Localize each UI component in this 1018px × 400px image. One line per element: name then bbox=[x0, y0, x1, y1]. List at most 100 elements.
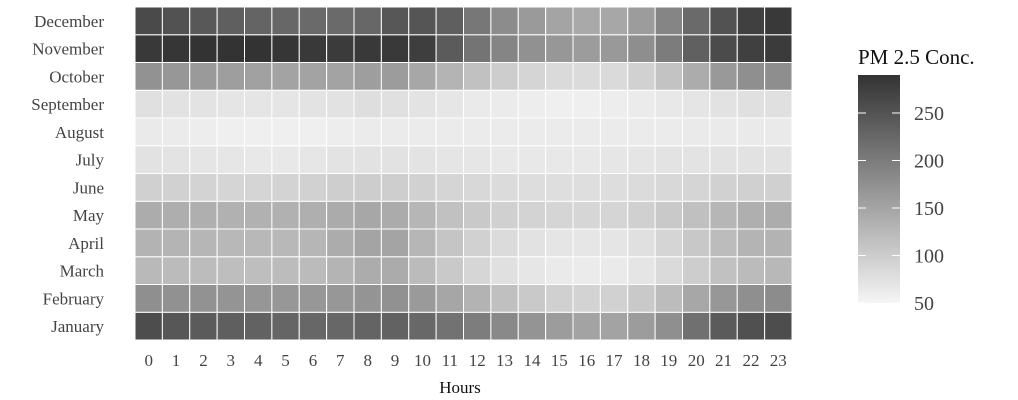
heatmap-cell bbox=[654, 34, 684, 63]
heatmap-cell bbox=[326, 200, 355, 230]
heatmap-cell bbox=[545, 62, 574, 91]
heatmap-cell bbox=[627, 34, 656, 63]
heatmap-cell bbox=[216, 256, 246, 285]
heatmap-cell bbox=[709, 62, 738, 91]
heatmap-cell bbox=[353, 62, 382, 91]
heatmap-cell bbox=[545, 117, 574, 147]
heatmap-cell bbox=[353, 173, 382, 202]
heatmap-cell bbox=[271, 117, 300, 147]
heatmap-cell bbox=[271, 62, 300, 91]
heatmap-cell bbox=[216, 228, 246, 258]
heatmap-cell bbox=[189, 117, 218, 147]
heatmap-cell bbox=[408, 200, 437, 230]
heatmap-cell bbox=[654, 62, 684, 91]
heatmap-cell bbox=[654, 256, 684, 285]
heatmap-cell bbox=[572, 228, 601, 258]
hour-label: 15 bbox=[551, 351, 568, 370]
heatmap-cell bbox=[517, 311, 547, 341]
month-label: July bbox=[76, 151, 105, 170]
heatmap-cell bbox=[271, 173, 300, 202]
hour-label: 23 bbox=[770, 351, 787, 370]
heatmap-cell bbox=[627, 284, 656, 313]
heatmap-cell bbox=[599, 284, 629, 313]
heatmap-cell bbox=[599, 228, 629, 258]
heatmap-cell bbox=[545, 284, 574, 313]
colorbar-gradient bbox=[858, 75, 900, 303]
heatmap-cell bbox=[161, 311, 191, 341]
hour-label: 16 bbox=[578, 351, 595, 370]
heatmap-cell bbox=[682, 311, 711, 341]
colorbar-tick-label: 50 bbox=[914, 293, 934, 315]
heatmap-cell bbox=[709, 256, 738, 285]
heatmap-cell bbox=[736, 228, 766, 258]
month-label: June bbox=[73, 178, 104, 197]
heatmap-cell bbox=[298, 284, 328, 313]
heatmap-cell bbox=[545, 89, 574, 119]
month-label: February bbox=[43, 289, 105, 308]
heatmap-cell bbox=[764, 6, 793, 36]
heatmap-cell bbox=[627, 256, 656, 285]
heatmap-cell bbox=[709, 311, 738, 341]
heatmap-cell bbox=[435, 6, 465, 36]
heatmap-cell bbox=[408, 173, 437, 202]
heatmap-cell bbox=[216, 200, 246, 230]
hour-axis-labels: 0 1 2 3 4 5 6 7 8 9 10 11 12 13 14 15 16 17 18 19 20 21 22 23 bbox=[144, 351, 786, 370]
heatmap-cell bbox=[682, 117, 711, 147]
heatmap-cell bbox=[490, 34, 519, 63]
heatmap-cell bbox=[599, 173, 629, 202]
heatmap-cell bbox=[736, 145, 766, 174]
heatmap-cell bbox=[189, 228, 218, 258]
heatmap-cell bbox=[408, 284, 437, 313]
heatmap-cell bbox=[271, 228, 300, 258]
heatmap-cell bbox=[408, 117, 437, 147]
heatmap-cell bbox=[599, 62, 629, 91]
heatmap-cell bbox=[161, 34, 191, 63]
heatmap-cell bbox=[627, 228, 656, 258]
heatmap-cell bbox=[134, 34, 163, 63]
heatmap-cell bbox=[353, 6, 382, 36]
heatmap-cell bbox=[189, 145, 218, 174]
heatmap-cell bbox=[682, 6, 711, 36]
heatmap-cell bbox=[380, 173, 410, 202]
heatmap-cell bbox=[764, 62, 793, 91]
heatmap-cell bbox=[326, 89, 355, 119]
heatmap-cell bbox=[490, 200, 519, 230]
heatmap-cell bbox=[271, 256, 300, 285]
heatmap-cell bbox=[134, 311, 163, 341]
heatmap-cell bbox=[764, 89, 793, 119]
heatmap-cell bbox=[709, 200, 738, 230]
heatmap-cell bbox=[682, 173, 711, 202]
heatmap-cell bbox=[435, 228, 465, 258]
heatmap-cell bbox=[599, 145, 629, 174]
colorbar-tick-label: 150 bbox=[914, 198, 944, 220]
month-label: October bbox=[49, 67, 104, 86]
heatmap-cell bbox=[572, 173, 601, 202]
heatmap-cell bbox=[134, 89, 163, 119]
heatmap-cell bbox=[736, 200, 766, 230]
heatmap-cell bbox=[244, 228, 273, 258]
heatmap-cell bbox=[490, 145, 519, 174]
heatmap-cell bbox=[682, 145, 711, 174]
heatmap-cell bbox=[326, 173, 355, 202]
heatmap-cell bbox=[490, 228, 519, 258]
heatmap-cell bbox=[463, 89, 492, 119]
heatmap-cell bbox=[736, 117, 766, 147]
heatmap-cell bbox=[736, 284, 766, 313]
hour-label: 11 bbox=[442, 351, 458, 370]
heatmap-cell bbox=[326, 256, 355, 285]
heatmap-cell bbox=[134, 117, 163, 147]
heatmap-cell bbox=[189, 34, 218, 63]
hour-label: 7 bbox=[336, 351, 345, 370]
heatmap-cell bbox=[161, 117, 191, 147]
heatmap-cell bbox=[380, 284, 410, 313]
hour-label: 8 bbox=[363, 351, 372, 370]
heatmap-cell bbox=[545, 145, 574, 174]
heatmap-cell bbox=[463, 173, 492, 202]
heatmap-cell bbox=[326, 228, 355, 258]
heatmap-cell bbox=[545, 6, 574, 36]
heatmap-cell bbox=[764, 284, 793, 313]
heatmap-cell bbox=[463, 145, 492, 174]
heatmap-cell bbox=[380, 256, 410, 285]
hour-label: 21 bbox=[715, 351, 732, 370]
hour-label: 6 bbox=[309, 351, 318, 370]
